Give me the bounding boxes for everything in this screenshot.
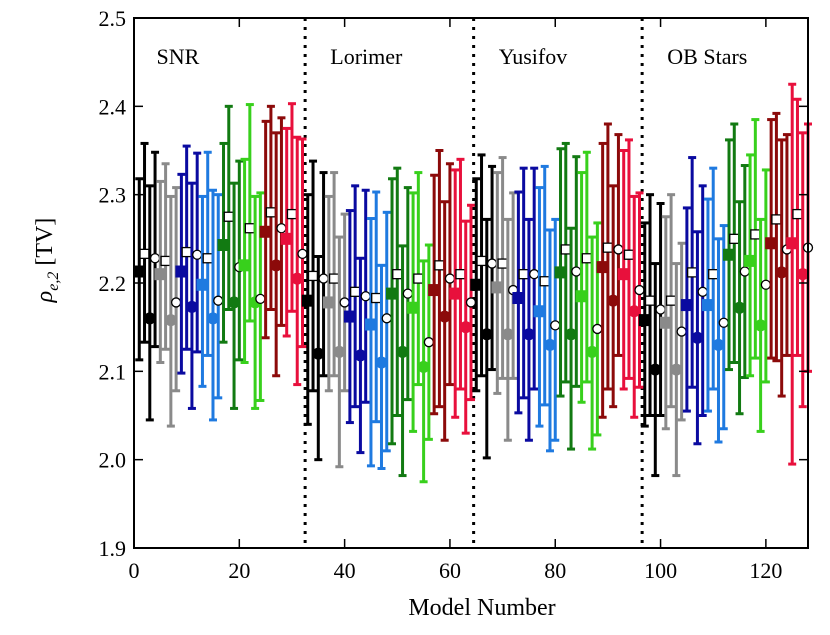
data-point bbox=[265, 207, 277, 218]
data-point bbox=[655, 304, 666, 315]
region-labels: SNR Lorimer Yusifov OB Stars bbox=[157, 44, 748, 69]
data-point bbox=[581, 253, 592, 264]
data-point bbox=[297, 248, 308, 260]
data-point bbox=[760, 279, 772, 290]
y-axis-unit: [TV] bbox=[32, 218, 58, 266]
data-point bbox=[539, 276, 550, 287]
data-point bbox=[149, 253, 161, 264]
data-point bbox=[592, 323, 603, 335]
region-label: SNR bbox=[157, 44, 200, 69]
data-point bbox=[529, 269, 540, 280]
x-tick-label: 100 bbox=[644, 558, 677, 583]
region-label: Lorimer bbox=[330, 44, 403, 69]
data-point bbox=[750, 229, 761, 240]
data-point bbox=[328, 273, 340, 284]
data-point bbox=[718, 317, 729, 328]
data-point bbox=[423, 337, 435, 348]
data-point bbox=[381, 313, 392, 324]
data-point bbox=[213, 295, 224, 306]
series-snr bbox=[133, 102, 308, 428]
y-tick-label: 2.2 bbox=[99, 271, 127, 296]
data-point bbox=[518, 269, 529, 280]
data-point bbox=[192, 249, 203, 260]
data-point bbox=[139, 248, 150, 260]
data-point bbox=[676, 326, 687, 337]
data-point bbox=[739, 266, 750, 277]
region-label: OB Stars bbox=[667, 44, 747, 69]
data-point bbox=[392, 269, 403, 280]
y-tick-label: 2.5 bbox=[99, 6, 127, 31]
data-point bbox=[444, 273, 456, 284]
data-point bbox=[286, 208, 298, 220]
data-point bbox=[550, 320, 561, 331]
x-tick-label: 40 bbox=[334, 558, 356, 583]
data-point bbox=[644, 295, 656, 306]
data-point bbox=[307, 270, 319, 282]
y-tick-label: 1.9 bbox=[99, 536, 127, 561]
series-yusifov bbox=[470, 122, 645, 460]
data-point bbox=[160, 255, 171, 267]
data-point bbox=[434, 260, 445, 271]
data-point bbox=[665, 295, 677, 306]
y-tick-label: 2.1 bbox=[99, 359, 127, 384]
data-point bbox=[276, 223, 287, 234]
data-point bbox=[402, 288, 413, 299]
data-point bbox=[687, 267, 698, 278]
data-point bbox=[634, 284, 645, 296]
data-point bbox=[708, 269, 719, 280]
data-point bbox=[371, 292, 382, 304]
data-point bbox=[413, 273, 424, 284]
y-axis-symbol: ρ bbox=[32, 291, 58, 304]
data-point bbox=[360, 291, 371, 302]
data-points bbox=[133, 82, 814, 484]
y-tick-label: 2.0 bbox=[99, 448, 127, 473]
series-ob-stars bbox=[638, 82, 814, 478]
y-axis-subscript: e,2 bbox=[45, 272, 62, 291]
series-lorimer bbox=[301, 149, 477, 484]
data-point bbox=[455, 269, 466, 280]
y-tick-label: 2.3 bbox=[99, 183, 127, 208]
region-label: Yusifov bbox=[499, 44, 567, 69]
x-tick-label: 60 bbox=[439, 558, 461, 583]
x-tick-label: 0 bbox=[129, 558, 140, 583]
data-point bbox=[339, 297, 350, 308]
data-point bbox=[602, 242, 614, 253]
data-point bbox=[771, 214, 782, 225]
data-point bbox=[465, 297, 477, 308]
data-point bbox=[170, 297, 182, 308]
data-point bbox=[613, 244, 624, 255]
data-point bbox=[729, 233, 740, 244]
x-tick-label: 120 bbox=[749, 558, 782, 583]
data-point bbox=[181, 246, 192, 258]
data-point bbox=[223, 211, 234, 222]
data-point bbox=[697, 286, 708, 297]
data-point bbox=[244, 223, 255, 234]
y-axis-title: ρe,2 [TV] bbox=[32, 218, 62, 304]
data-point bbox=[571, 266, 582, 277]
axis-ticks: 0 20 40 60 80 100 120 1.9 2.0 2.1 2.2 2.3 2.4 2.5 bbox=[99, 6, 808, 583]
data-point bbox=[560, 244, 571, 255]
data-point bbox=[318, 273, 329, 284]
x-tick-label: 80 bbox=[544, 558, 566, 583]
x-tick-label: 20 bbox=[228, 558, 250, 583]
data-point bbox=[202, 253, 213, 264]
region-dividers bbox=[303, 18, 644, 548]
data-point bbox=[623, 249, 635, 260]
data-point bbox=[497, 258, 508, 269]
data-point bbox=[486, 258, 498, 269]
data-point bbox=[255, 293, 266, 305]
data-point bbox=[476, 255, 487, 267]
data-point bbox=[350, 286, 361, 297]
data-point bbox=[792, 208, 803, 220]
y-tick-label: 2.4 bbox=[99, 94, 127, 119]
x-axis-title: Model Number bbox=[408, 595, 555, 621]
